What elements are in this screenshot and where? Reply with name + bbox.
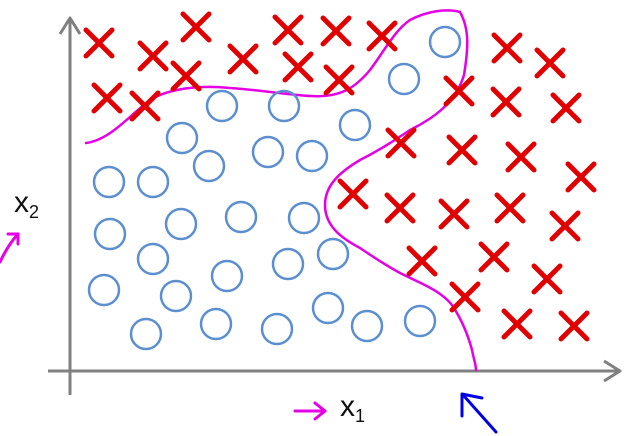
cross-point xyxy=(170,60,202,92)
boundary-pointer-shaft xyxy=(462,394,498,434)
circle-point xyxy=(251,135,285,169)
circle-point xyxy=(224,200,258,234)
cross-point xyxy=(91,82,123,114)
x1-pointer-arrow-icon xyxy=(293,401,327,421)
x1-subscript: 1 xyxy=(355,406,366,426)
circle-point xyxy=(387,62,421,96)
cross-point xyxy=(534,47,566,79)
cross-point xyxy=(505,141,537,173)
circle-point xyxy=(136,165,170,199)
cross-point xyxy=(323,64,355,96)
axes xyxy=(48,16,622,395)
cross-point xyxy=(501,308,533,340)
x1-axis-label: x1 xyxy=(340,390,366,426)
cross-point xyxy=(366,20,398,52)
cross-point xyxy=(272,14,304,46)
circle-point xyxy=(267,89,301,123)
x1-letter: x xyxy=(340,390,355,423)
circle-point xyxy=(316,237,350,271)
cross-point xyxy=(83,27,115,59)
cross-point xyxy=(443,75,475,107)
circle-point xyxy=(92,165,126,199)
cross-points xyxy=(83,11,597,342)
cross-point xyxy=(491,32,523,64)
annotation-layer xyxy=(0,232,498,434)
cross-point xyxy=(494,192,526,224)
circle-point xyxy=(129,317,163,351)
boundary-pointer-arrow-icon xyxy=(460,392,498,434)
cross-point xyxy=(550,92,582,124)
circle-point xyxy=(159,279,193,313)
cross-point xyxy=(531,263,563,295)
x1-pointer-head xyxy=(313,401,327,421)
cross-point xyxy=(337,178,369,210)
x2-letter: x xyxy=(14,186,29,219)
circle-point xyxy=(164,207,198,241)
cross-point xyxy=(549,210,581,242)
cross-point xyxy=(385,127,417,159)
circle-point xyxy=(199,307,233,341)
circle-point xyxy=(87,273,121,307)
cross-point xyxy=(490,86,522,118)
circle-point xyxy=(205,89,239,123)
x2-pointer-arrow-icon xyxy=(0,232,20,264)
cross-point xyxy=(406,245,438,277)
circle-point xyxy=(287,201,321,235)
x2-pointer-head xyxy=(6,232,20,246)
decision-boundary-curve xyxy=(84,9,478,372)
cross-point xyxy=(282,51,314,83)
decision-boundary-layer xyxy=(84,9,478,372)
y-axis-arrowhead xyxy=(58,16,82,35)
circle-point xyxy=(338,108,372,142)
circle-point xyxy=(260,312,294,346)
circle-point xyxy=(428,25,462,59)
circle-point xyxy=(165,121,199,155)
cross-point xyxy=(565,161,597,193)
cross-point xyxy=(320,15,352,47)
cross-point xyxy=(438,198,470,230)
cross-point xyxy=(180,11,212,43)
cross-point xyxy=(558,310,590,342)
circle-point xyxy=(210,259,244,293)
cross-point xyxy=(446,134,478,166)
circle-point xyxy=(93,217,127,251)
x-axis-arrowhead xyxy=(603,359,622,383)
cross-point xyxy=(449,281,481,313)
circle-point xyxy=(403,304,437,338)
x2-axis-label: x2 xyxy=(14,186,40,222)
circle-point xyxy=(136,242,170,276)
circle-point xyxy=(350,309,384,343)
cross-point xyxy=(384,192,416,224)
circle-point xyxy=(192,149,226,183)
x2-pointer-shaft xyxy=(0,232,20,264)
circle-point xyxy=(295,139,329,173)
cross-point xyxy=(137,40,169,72)
cross-point xyxy=(129,90,161,122)
circle-point xyxy=(271,247,305,281)
cross-point xyxy=(227,43,259,75)
circle-point xyxy=(311,291,345,325)
cross-point xyxy=(478,241,510,273)
boundary-pointer-head xyxy=(460,392,484,418)
x2-subscript: 2 xyxy=(29,202,40,222)
circle-points xyxy=(87,25,462,351)
